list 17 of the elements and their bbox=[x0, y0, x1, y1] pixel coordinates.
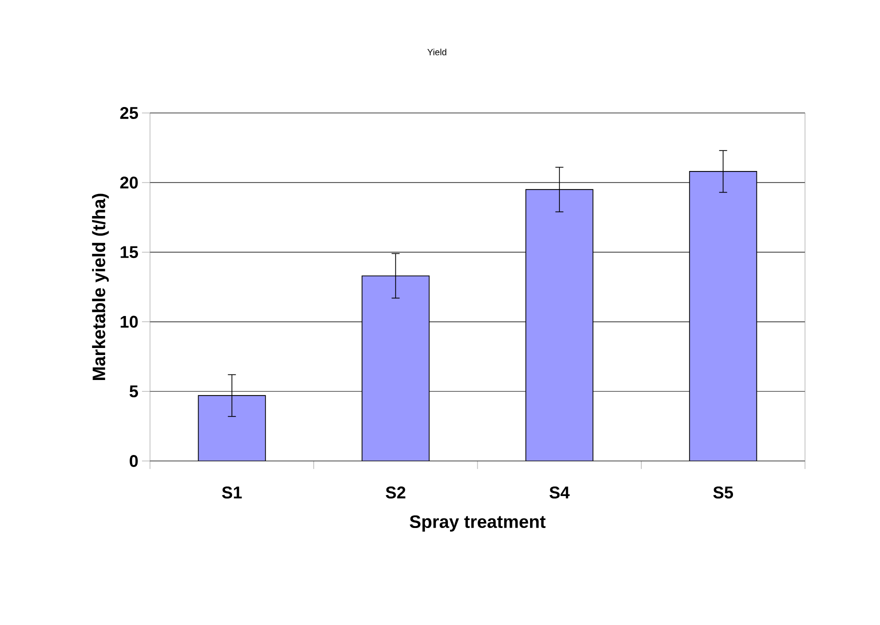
x-tick-label: S4 bbox=[550, 486, 570, 499]
bar bbox=[525, 189, 594, 461]
y-tick-label: 15 bbox=[120, 246, 138, 258]
chart-title: Yield bbox=[427, 48, 446, 56]
bar bbox=[198, 395, 266, 461]
bar bbox=[689, 171, 758, 461]
x-axis-title: Spray treatment bbox=[410, 515, 546, 532]
y-tick-label: 0 bbox=[130, 454, 138, 467]
x-tick-label: S5 bbox=[713, 486, 734, 499]
bar bbox=[362, 275, 430, 461]
y-axis-title: Marketable yield (t/ha) bbox=[92, 194, 109, 380]
y-tick-label: 5 bbox=[130, 385, 138, 398]
x-tick-label: S2 bbox=[386, 486, 406, 499]
x-tick-label: S1 bbox=[222, 486, 242, 499]
y-tick-label: 25 bbox=[120, 106, 138, 119]
y-tick-label: 20 bbox=[120, 176, 138, 189]
y-tick-label: 10 bbox=[120, 316, 138, 328]
